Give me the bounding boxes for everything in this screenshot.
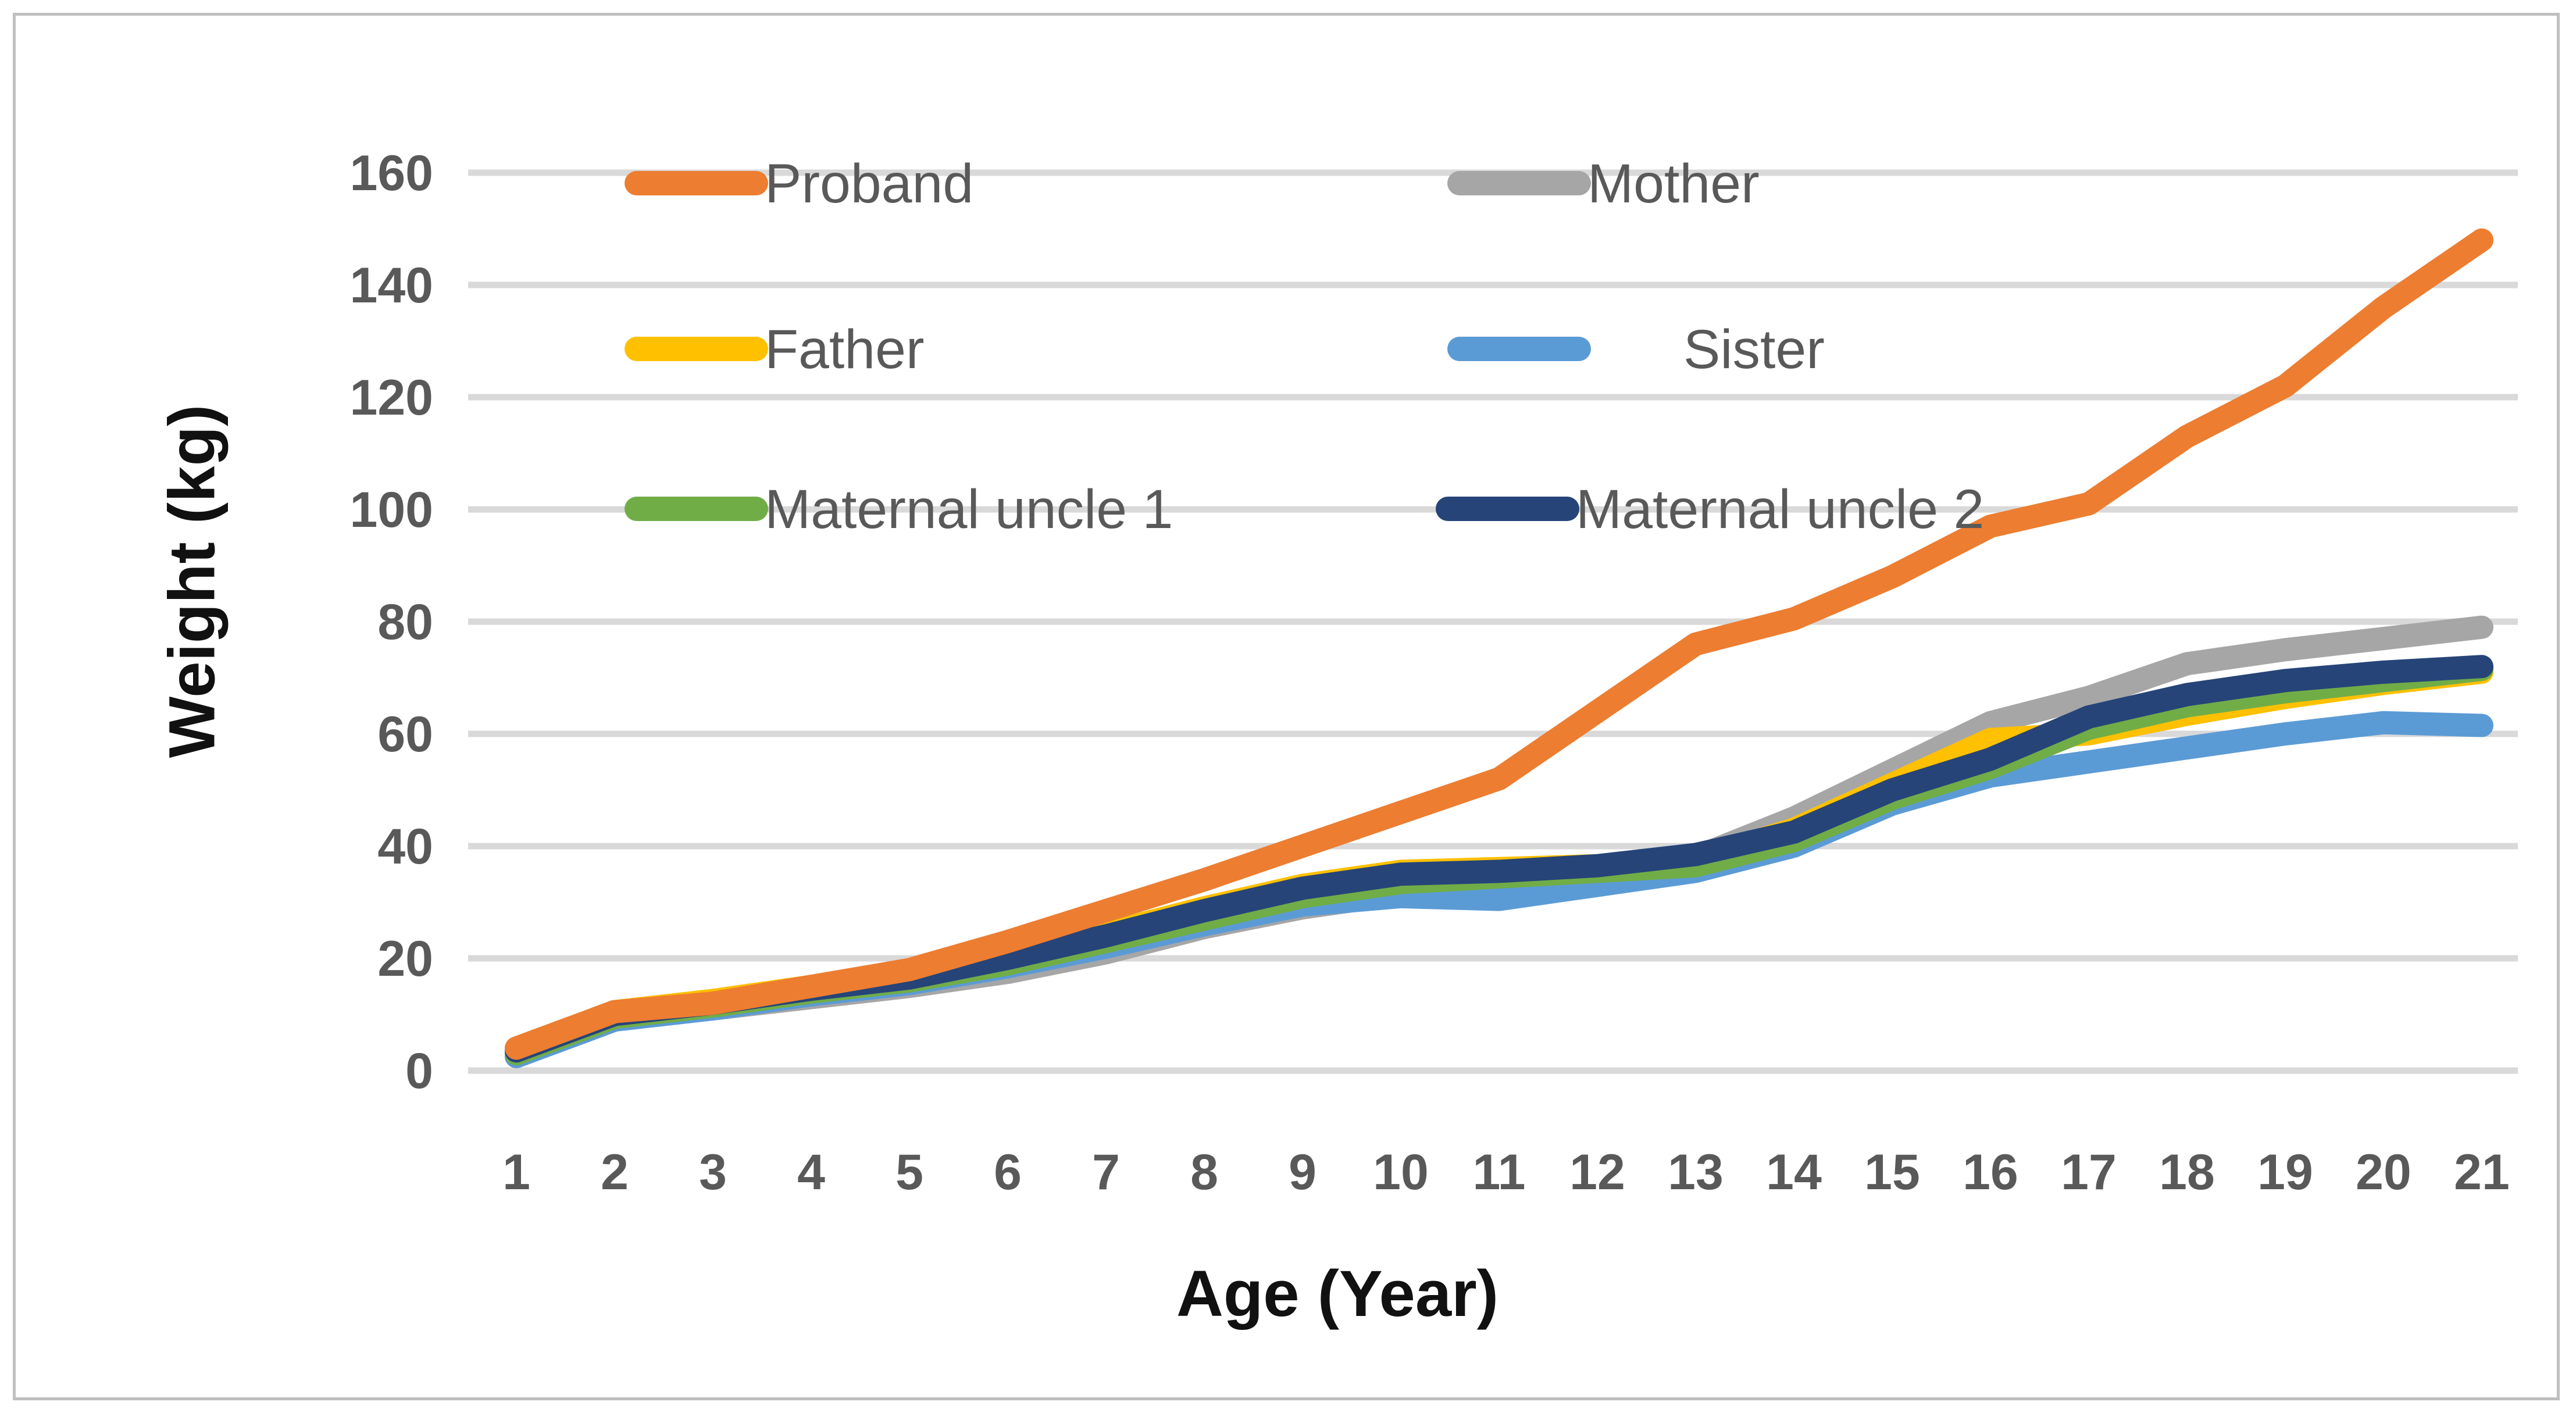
y-tick-label: 40 xyxy=(377,819,433,875)
x-tick-label: 14 xyxy=(1766,1144,1822,1200)
x-tick-label: 9 xyxy=(1289,1144,1316,1200)
x-tick-label: 4 xyxy=(797,1144,825,1200)
x-tick-label: 12 xyxy=(1569,1144,1625,1200)
y-tick-label: 140 xyxy=(350,258,434,313)
x-tick-label: 2 xyxy=(601,1144,629,1200)
series-line-proband xyxy=(505,228,2493,1060)
x-tick-label: 13 xyxy=(1668,1144,1724,1200)
y-tick-label: 80 xyxy=(377,594,433,650)
x-tick-label: 16 xyxy=(1963,1144,2018,1200)
x-tick-label: 10 xyxy=(1373,1144,1429,1200)
y-tick-label: 120 xyxy=(350,370,434,426)
y-tick-label: 160 xyxy=(350,145,434,201)
x-tick-label: 20 xyxy=(2356,1144,2411,1200)
y-tick-label: 100 xyxy=(350,482,434,538)
x-tick-label: 3 xyxy=(699,1144,727,1200)
x-tick-label: 15 xyxy=(1864,1144,1920,1200)
y-tick-label: 20 xyxy=(377,931,433,987)
x-tick-label: 8 xyxy=(1190,1144,1218,1200)
x-tick-label: 19 xyxy=(2257,1144,2313,1200)
x-tick-label: 7 xyxy=(1092,1144,1120,1200)
x-tick-label: 17 xyxy=(2061,1144,2117,1200)
legend-label-proband: Proband xyxy=(765,153,973,215)
legend-label-mother: Mother xyxy=(1587,153,1760,215)
legend-label-maternal-uncle-1: Maternal uncle 1 xyxy=(765,479,1173,540)
x-tick-label: 6 xyxy=(994,1144,1022,1200)
x-tick-label: 5 xyxy=(895,1144,923,1200)
legend-label-father: Father xyxy=(765,319,925,380)
x-axis-title: Age (Year) xyxy=(1176,1257,1498,1330)
x-tick-label: 1 xyxy=(502,1144,530,1200)
x-tick-label: 21 xyxy=(2454,1144,2510,1200)
y-axis-title: Weight (kg) xyxy=(155,404,229,758)
legend-label-maternal-uncle-2: Maternal uncle 2 xyxy=(1576,479,1984,540)
x-tick-label: 18 xyxy=(2159,1144,2215,1200)
x-tick-label: 11 xyxy=(1473,1144,1526,1200)
legend-label-sister: Sister xyxy=(1683,319,1825,380)
y-tick-label: 60 xyxy=(377,707,433,762)
y-tick-label: 0 xyxy=(405,1043,433,1099)
